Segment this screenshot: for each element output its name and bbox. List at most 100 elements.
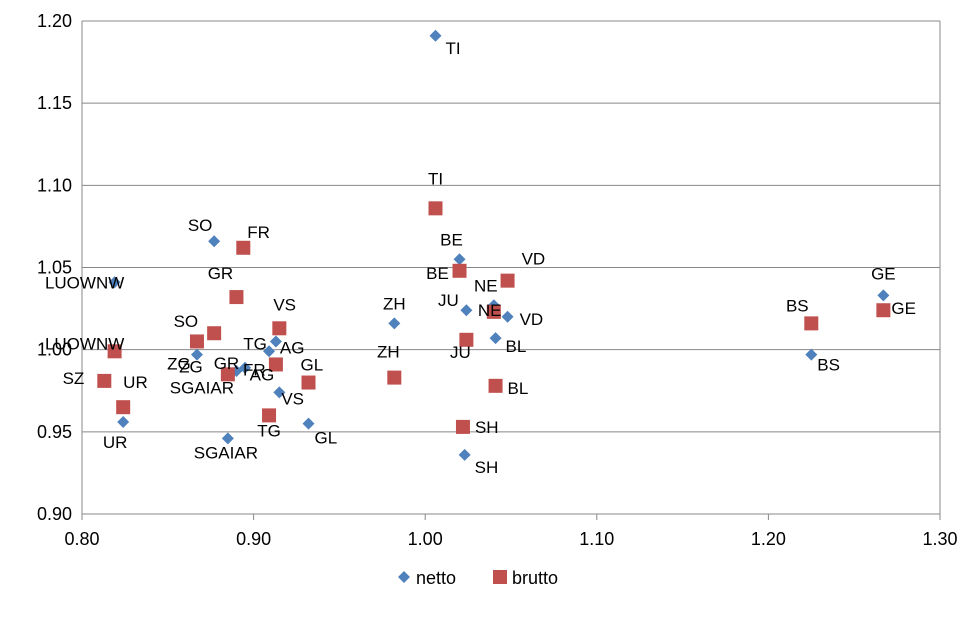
point-label-netto-luownw: LUOWNW	[45, 273, 124, 292]
point-label-brutto-ag: AG	[250, 365, 275, 384]
marker-netto-ge	[877, 289, 890, 302]
point-label-brutto-ne: NE	[478, 301, 502, 320]
point-label-brutto-bs: BS	[786, 296, 809, 315]
marker-brutto-gl	[301, 375, 316, 390]
point-label-brutto-sgaiar: SGAIAR	[170, 378, 234, 397]
x-tick-label-5: 1.30	[922, 529, 957, 549]
point-label-brutto-so: SO	[174, 312, 199, 331]
marker-netto-gl	[302, 417, 315, 430]
x-tick-label-1: 0.90	[236, 529, 271, 549]
marker-netto-so	[208, 235, 221, 248]
point-label-brutto-ge: GE	[891, 299, 916, 318]
point-label-brutto-zh: ZH	[377, 343, 400, 362]
point-label-netto-tg: TG	[243, 334, 267, 353]
y-tick-label-4: 1.10	[37, 175, 72, 195]
point-label-brutto-gl: GL	[301, 356, 324, 375]
marker-netto-ti	[429, 29, 442, 42]
marker-brutto-luownw	[107, 344, 122, 359]
point-label-brutto-be: BE	[426, 264, 449, 283]
y-tick-label-5: 1.15	[37, 93, 72, 113]
point-label-netto-vs: VS	[281, 389, 304, 408]
marker-netto-vs	[273, 386, 286, 399]
point-label-brutto-ur: UR	[123, 373, 148, 392]
marker-brutto-vs	[272, 321, 287, 336]
point-label-netto-zg: ZG	[179, 358, 203, 377]
marker-brutto-ne	[486, 304, 501, 319]
point-label-brutto-fr: FR	[247, 223, 270, 242]
marker-netto-zg	[190, 348, 203, 361]
x-tick-label-4: 1.20	[751, 529, 786, 549]
marker-brutto-sgaiar	[220, 367, 235, 382]
marker-netto-ur	[117, 415, 130, 428]
marker-netto-tg	[263, 345, 276, 358]
point-label-netto-so: SO	[188, 216, 213, 235]
marker-brutto-bl	[488, 378, 503, 393]
legend: netto brutto	[398, 568, 558, 588]
marker-brutto-gr	[229, 290, 244, 305]
point-label-netto-ti: TI	[445, 39, 460, 58]
marker-netto-zh	[388, 317, 401, 330]
point-label-netto-ge: GE	[871, 264, 896, 283]
point-label-brutto-bl: BL	[508, 379, 529, 398]
point-label-netto-sgaiar: SGAIAR	[194, 443, 258, 462]
marker-brutto-ti	[428, 201, 443, 216]
marker-brutto-zh	[387, 370, 402, 385]
marker-brutto-sz	[97, 373, 112, 388]
marker-netto-luownw	[108, 276, 121, 289]
marker-brutto-ag	[268, 357, 283, 372]
y-tick-label-1: 0.95	[37, 422, 72, 442]
point-label-brutto-zg: ZG	[167, 354, 191, 373]
marker-brutto-vd	[500, 273, 515, 288]
marker-brutto-ge	[876, 303, 891, 318]
point-label-netto-ne: NE	[474, 276, 498, 295]
marker-brutto-tg	[262, 408, 277, 423]
legend-marker-brutto	[493, 570, 507, 584]
point-label-brutto-gr: GR	[208, 264, 234, 283]
legend-label-netto: netto	[416, 568, 456, 588]
marker-netto-sh	[458, 448, 471, 461]
y-tick-label-6: 1.20	[37, 11, 72, 31]
series-markers	[97, 29, 891, 461]
marker-brutto-sh	[455, 419, 470, 434]
point-label-netto-fr: FR	[243, 361, 266, 380]
y-tick-label-3: 1.05	[37, 258, 72, 278]
point-label-netto-ju: JU	[438, 291, 459, 310]
y-tick-label-0: 0.90	[37, 504, 72, 524]
point-label-netto-bl: BL	[506, 337, 527, 356]
x-tick-label-2: 1.00	[408, 529, 443, 549]
point-label-netto-gl: GL	[315, 429, 338, 448]
legend-label-brutto: brutto	[512, 568, 558, 588]
marker-brutto-fr	[236, 240, 251, 255]
x-tick-label-3: 1.10	[579, 529, 614, 549]
point-label-brutto-ju: JU	[450, 343, 471, 362]
point-label-netto-be: BE	[440, 230, 463, 249]
point-label-netto-ag: AG	[280, 338, 305, 357]
point-label-brutto-ti: TI	[428, 169, 443, 188]
axes: 0.90 0.95 1.00 1.05 1.10 1.15 1.20 0.80 0.90 1.00…	[37, 11, 958, 549]
point-label-netto-bs: BS	[817, 356, 840, 375]
marker-brutto-be	[452, 263, 467, 278]
point-label-brutto-tg: TG	[257, 421, 281, 440]
marker-netto-be	[453, 253, 466, 266]
marker-netto-bl	[489, 332, 502, 345]
marker-brutto-so	[207, 326, 222, 341]
point-label-netto-zh: ZH	[383, 294, 406, 313]
marker-brutto-bs	[804, 316, 819, 331]
point-label-brutto-luownw: LUOWNW	[45, 334, 124, 353]
marker-netto-ju	[460, 304, 473, 317]
x-tick-label-0: 0.80	[64, 529, 99, 549]
marker-netto-ag	[269, 335, 282, 348]
point-label-brutto-vs: VS	[273, 295, 296, 314]
legend-marker-netto	[398, 571, 410, 583]
point-label-brutto-sz: SZ	[63, 369, 85, 388]
marker-netto-sgaiar	[221, 432, 234, 445]
point-label-netto-ur: UR	[103, 433, 128, 452]
gridlines	[82, 20, 940, 515]
point-label-brutto-vd: VD	[522, 250, 546, 269]
marker-brutto-zg	[189, 334, 204, 349]
point-label-netto-sh: SH	[475, 458, 499, 477]
marker-brutto-ur	[116, 400, 131, 415]
point-label-netto-gr: GR	[214, 354, 240, 373]
